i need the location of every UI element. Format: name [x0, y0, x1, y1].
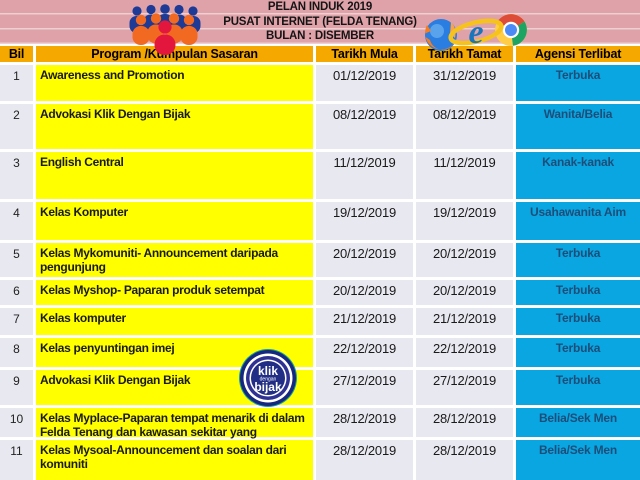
tarikh-mula-cell: 28/12/2019: [316, 408, 413, 437]
banner-titles: PELAN INDUK 2019 PUSAT INTERNET (FELDA T…: [0, 0, 640, 44]
agensi-cell: Terbuka: [516, 338, 640, 367]
tarikh-tamat-cell: 11/12/2019: [416, 152, 513, 199]
browser-logos-icon: e: [421, 10, 531, 56]
tarikh-tamat-cell: 08/12/2019: [416, 104, 513, 149]
agensi-cell: Terbuka: [516, 280, 640, 305]
tarikh-mula-cell: 19/12/2019: [316, 202, 413, 240]
people-group-icon: [126, 2, 204, 55]
col-header-bil: Bil: [0, 46, 33, 62]
page-subtitle: PUSAT INTERNET (FELDA TENANG): [223, 15, 417, 28]
tarikh-mula-cell: 22/12/2019: [316, 338, 413, 367]
bil-cell: 6: [0, 280, 33, 305]
bil-cell: 4: [0, 202, 33, 240]
col-header-agensi: Agensi Terlibat: [516, 46, 640, 62]
program-cell: Advokasi Klik Dengan Bijak: [36, 104, 313, 149]
tarikh-tamat-cell: 20/12/2019: [416, 243, 513, 277]
agensi-cell: Terbuka: [516, 308, 640, 335]
bil-cell: 5: [0, 243, 33, 277]
bil-cell: 2: [0, 104, 33, 149]
agensi-cell: Terbuka: [516, 65, 640, 101]
agensi-cell: Wanita/Belia: [516, 104, 640, 149]
tarikh-mula-cell: 28/12/2019: [316, 440, 413, 480]
badge-line-1: klik: [258, 364, 278, 378]
program-cell: Kelas Mysoal-Announcement dan soalan dar…: [36, 440, 313, 480]
tarikh-tamat-cell: 19/12/2019: [416, 202, 513, 240]
tarikh-mula-cell: 20/12/2019: [316, 243, 413, 277]
bil-cell: 10: [0, 408, 33, 437]
schedule-table: Bil Program /Kumpulan Sasaran Tarikh Mul…: [0, 44, 640, 480]
agensi-cell: Terbuka: [516, 243, 640, 277]
bil-cell: 7: [0, 308, 33, 335]
tarikh-mula-cell: 21/12/2019: [316, 308, 413, 335]
tarikh-mula-cell: 27/12/2019: [316, 370, 413, 405]
bil-cell: 11: [0, 440, 33, 480]
ie-icon: e: [448, 14, 504, 51]
page-month: BULAN : DISEMBER: [266, 30, 374, 43]
tarikh-tamat-cell: 31/12/2019: [416, 65, 513, 101]
tarikh-tamat-cell: 21/12/2019: [416, 308, 513, 335]
agensi-cell: Usahawanita Aim: [516, 202, 640, 240]
badge-line-2: dengan: [260, 377, 277, 383]
agensi-cell: Terbuka: [516, 370, 640, 405]
tarikh-mula-cell: 20/12/2019: [316, 280, 413, 305]
tarikh-tamat-cell: 20/12/2019: [416, 280, 513, 305]
program-cell: Kelas Komputer: [36, 202, 313, 240]
program-cell: Awareness and Promotion: [36, 65, 313, 101]
program-cell: Kelas komputer: [36, 308, 313, 335]
svg-text:e: e: [468, 14, 483, 51]
tarikh-tamat-cell: 22/12/2019: [416, 338, 513, 367]
tarikh-tamat-cell: 28/12/2019: [416, 408, 513, 437]
program-cell: Kelas Myshop- Paparan produk setempat: [36, 280, 313, 305]
agensi-cell: Belia/Sek Men: [516, 408, 640, 437]
tarikh-tamat-cell: 28/12/2019: [416, 440, 513, 480]
agensi-cell: Belia/Sek Men: [516, 440, 640, 480]
agensi-cell: Kanak-kanak: [516, 152, 640, 199]
klik-bijak-logo: klik dengan bijak: [238, 348, 298, 408]
bil-cell: 8: [0, 338, 33, 367]
col-header-mula: Tarikh Mula: [316, 46, 413, 62]
tarikh-mula-cell: 01/12/2019: [316, 65, 413, 101]
chrome-icon: [495, 14, 527, 46]
program-cell: Kelas Myplace-Paparan tempat menarik di …: [36, 408, 313, 453]
page-title: PELAN INDUK 2019: [267, 1, 373, 13]
program-cell: Kelas Mykomuniti- Announcement daripada …: [36, 243, 313, 277]
banner: PELAN INDUK 2019 PUSAT INTERNET (FELDA T…: [0, 0, 640, 44]
tarikh-mula-cell: 08/12/2019: [316, 104, 413, 149]
badge-line-3: bijak: [254, 380, 282, 394]
col-header-program: Program /Kumpulan Sasaran: [36, 46, 313, 62]
bil-cell: 3: [0, 152, 33, 199]
bil-cell: 9: [0, 370, 33, 405]
program-cell: English Central: [36, 152, 313, 199]
bil-cell: 1: [0, 65, 33, 101]
tarikh-mula-cell: 11/12/2019: [316, 152, 413, 199]
tarikh-tamat-cell: 27/12/2019: [416, 370, 513, 405]
